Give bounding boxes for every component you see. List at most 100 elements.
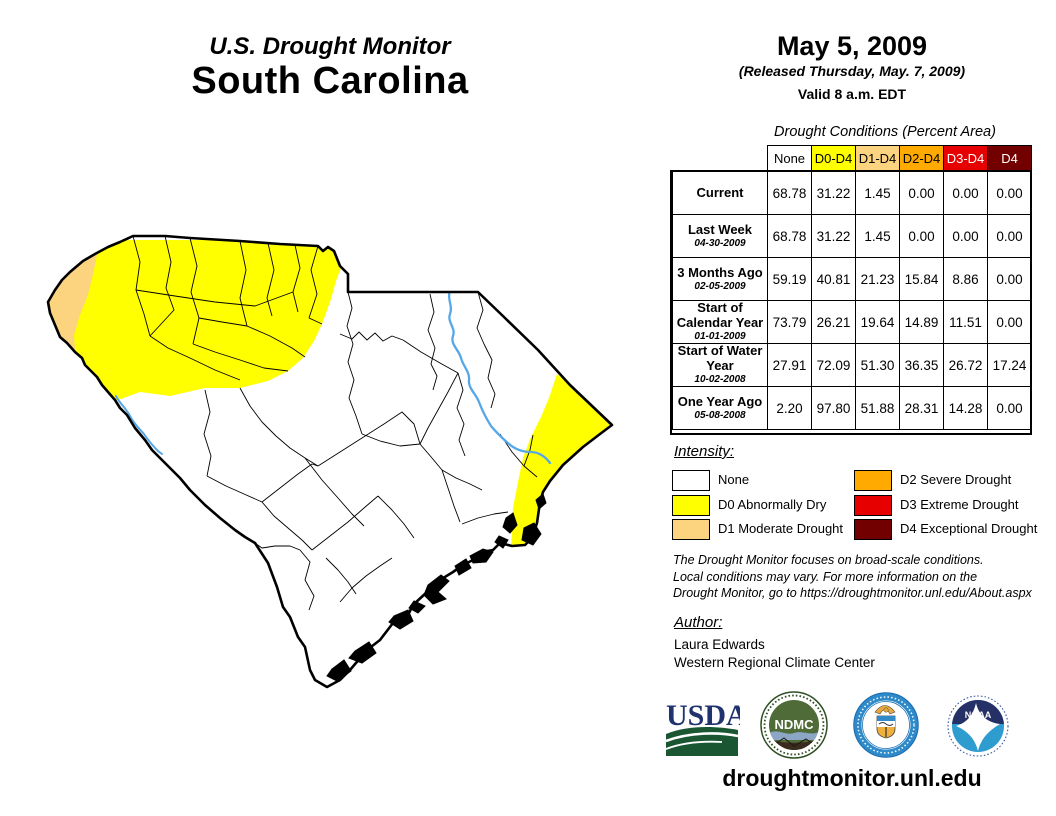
table-cell: 15.84 (899, 257, 944, 301)
usda-wordmark: USDA (666, 699, 740, 732)
river-savannah-headwaters (115, 395, 163, 455)
col-header-d0d4: D0-D4 (811, 145, 856, 172)
table-cell: 51.30 (855, 343, 900, 387)
table-cell: 11.51 (943, 300, 988, 344)
noaa-wordmark: NOAA (965, 710, 992, 720)
row-label: 3 Months Ago 02-05-2009 (672, 257, 768, 301)
legend-swatch (854, 494, 892, 516)
col-header-d4: D4 (987, 145, 1032, 172)
legend-swatch (672, 470, 710, 491)
disclaimer-line: Drought Monitor, go to https://droughtmo… (673, 586, 1032, 600)
table-cell: 26.21 (811, 300, 856, 344)
legend-label: None (718, 472, 750, 487)
ndmc-logo: NDMC (760, 691, 828, 759)
col-header-none: None (767, 145, 812, 172)
footer-url: droughtmonitor.unl.edu (722, 765, 982, 791)
table-row: Last Week 04-30-2009 68.78 31.22 1.45 0.00 0.0… (672, 214, 1032, 258)
table-cell: 0.00 (987, 214, 1032, 258)
table-cell: 28.31 (899, 386, 944, 430)
table-cell: 31.22 (811, 214, 856, 258)
table-cell: 0.00 (987, 171, 1032, 215)
table-cell: 26.72 (943, 343, 988, 387)
row-date: 01-01-2009 (694, 331, 746, 343)
author-heading: Author: (674, 614, 723, 631)
legend-swatch (854, 470, 892, 491)
report-kicker: U.S. Drought Monitor (209, 33, 451, 60)
col-header-d1d4: D1-D4 (855, 145, 900, 172)
table-cell: 72.09 (811, 343, 856, 387)
table-cell: 0.00 (987, 257, 1032, 301)
row-date: 10-02-2008 (694, 374, 746, 386)
table-row: Current 68.78 31.22 1.45 0.00 0.00 0.00 (672, 171, 1032, 215)
table-cell: 31.22 (811, 171, 856, 215)
table-cell: 68.78 (767, 214, 812, 258)
disclaimer-line: The Drought Monitor focuses on broad-sca… (673, 553, 984, 567)
usda-logo: USDA (665, 699, 740, 756)
valid-time: Valid 8 a.m. EDT (797, 86, 907, 102)
table-cell: 0.00 (987, 300, 1032, 344)
legend-label: D3 Extreme Drought (900, 496, 1019, 512)
disclaimer-line: Local conditions may vary. For more info… (673, 569, 978, 584)
row-date: 02-05-2009 (694, 281, 746, 293)
legend-label: D2 Severe Drought (900, 472, 1012, 487)
table-title: Drought Conditions (Percent Area) (774, 124, 996, 140)
page-title: South Carolina (191, 60, 469, 102)
legend-label: D1 Moderate Drought (718, 521, 844, 536)
river-pee-dee (448, 288, 552, 465)
state-outline (46, 234, 614, 689)
table-cell: 59.19 (767, 257, 812, 301)
eagle-icon (874, 705, 896, 715)
row-label: Start of Water Year 10-02-2008 (672, 343, 768, 387)
row-label: Current (672, 171, 768, 215)
table-cell: 27.91 (767, 343, 812, 387)
release-date: (Released Thursday, May. 7, 2009) (738, 63, 966, 79)
south-carolina-drought-map (46, 234, 614, 689)
legend-swatch (672, 519, 710, 540)
author-org: Western Regional Climate Center (674, 655, 875, 670)
table-row: 3 Months Ago 02-05-2009 59.19 40.81 21.23 15.… (672, 257, 1032, 301)
table-cell: 0.00 (943, 214, 988, 258)
drought-conditions-table: None D0-D4 D1-D4 D2-D4 D3-D4 D4 Current 6… (672, 145, 1032, 430)
col-header-d3d4: D3-D4 (943, 145, 988, 172)
table-cell: 97.80 (811, 386, 856, 430)
legend-heading: Intensity: (674, 443, 735, 460)
table-cell: 73.79 (767, 300, 812, 344)
table-cell: 0.00 (899, 214, 944, 258)
table-cell: 17.24 (987, 343, 1032, 387)
table-cell: 0.00 (943, 171, 988, 215)
legend-swatch (672, 494, 710, 516)
row-date: 04-30-2009 (694, 238, 746, 250)
county-boundaries (132, 236, 538, 611)
table-cell: 36.35 (899, 343, 944, 387)
table-cell: 68.78 (767, 171, 812, 215)
table-cell: 0.00 (899, 171, 944, 215)
legend-label: D4 Exceptional Drought (900, 521, 1038, 536)
ndmc-wordmark: NDMC (775, 717, 815, 732)
table-row: One Year Ago 05-08-2008 2.20 97.80 51.88 28.3… (672, 386, 1032, 430)
table-cell: 14.28 (943, 386, 988, 430)
table-cell: 1.45 (855, 171, 900, 215)
legend-label: D0 Abnormally Dry (718, 496, 827, 512)
row-date: 05-08-2008 (694, 410, 746, 422)
row-label: Last Week 04-30-2009 (672, 214, 768, 258)
table-cell: 51.88 (855, 386, 900, 430)
disclaimer: The Drought Monitor focuses on broad-sca… (673, 552, 1043, 602)
table-cell: 1.45 (855, 214, 900, 258)
row-label: One Year Ago 05-08-2008 (672, 386, 768, 430)
table-cell: 2.20 (767, 386, 812, 430)
table-row: Start of Water Year 10-02-2008 27.91 72.09 5… (672, 343, 1032, 387)
table-cell: 19.64 (855, 300, 900, 344)
table-cell: 14.89 (899, 300, 944, 344)
row-label: Start of Calendar Year 01-01-2009 (672, 300, 768, 344)
table-row: Start of Calendar Year 01-01-2009 73.79 26.… (672, 300, 1032, 344)
d0-region-upstate (48, 240, 341, 403)
table-cell: 40.81 (811, 257, 856, 301)
dept-of-commerce-seal (853, 692, 919, 758)
map-date: May 5, 2009 (776, 31, 928, 61)
noaa-logo: NOAA (947, 695, 1009, 757)
author-name: Laura Edwards (674, 637, 765, 652)
table-header-row: None D0-D4 D1-D4 D2-D4 D3-D4 D4 (673, 145, 1032, 172)
table-cell: 8.86 (943, 257, 988, 301)
table-cell: 0.00 (987, 386, 1032, 430)
